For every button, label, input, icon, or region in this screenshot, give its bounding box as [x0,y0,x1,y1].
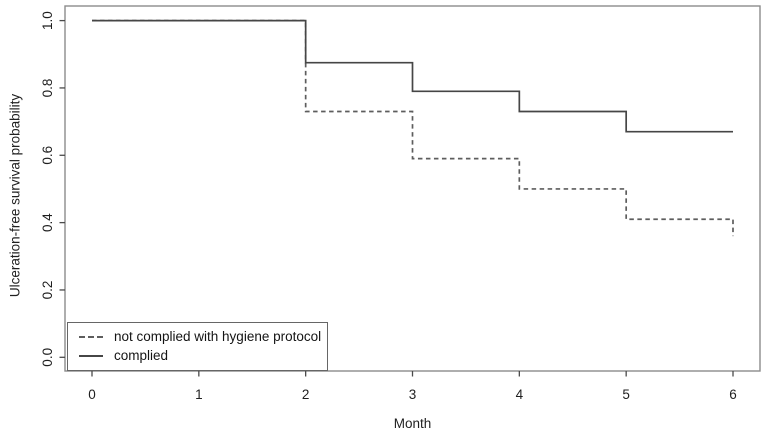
legend-item-not-complied: not complied with hygiene protocol [79,329,327,345]
x-tick-label: 4 [516,387,524,402]
y-tick-label: 0.4 [40,213,55,232]
x-axis-title: Month [393,416,432,431]
x-tick-label: 5 [622,387,630,402]
survival-curve-complied [92,19,733,133]
x-tick-label: 3 [409,387,417,402]
x-tick-label: 0 [88,387,96,402]
dashed-line-sample-icon [79,336,103,338]
legend-label-complied: complied [114,348,169,364]
legend-label-not-complied: not complied with hygiene protocol [114,329,322,345]
y-tick-label: 1.0 [40,11,55,30]
solid-line-sample-icon [79,355,103,357]
legend-item-complied: complied [79,348,327,364]
plot-frame [64,5,761,372]
x-tick-label: 6 [729,387,737,402]
y-tick-label: 0.6 [40,146,55,165]
y-tick-label: 0.2 [40,281,55,300]
x-tick-label: 1 [195,387,203,402]
y-tick-label: 0.0 [40,348,55,367]
legend-box: not complied with hygiene protocol compl… [67,322,328,371]
y-axis-title: Ulceration-free survival probability [7,93,23,298]
survival-curve-not-complied [92,19,734,237]
x-tick-label: 2 [302,387,310,402]
y-tick-label: 0.8 [40,79,55,98]
